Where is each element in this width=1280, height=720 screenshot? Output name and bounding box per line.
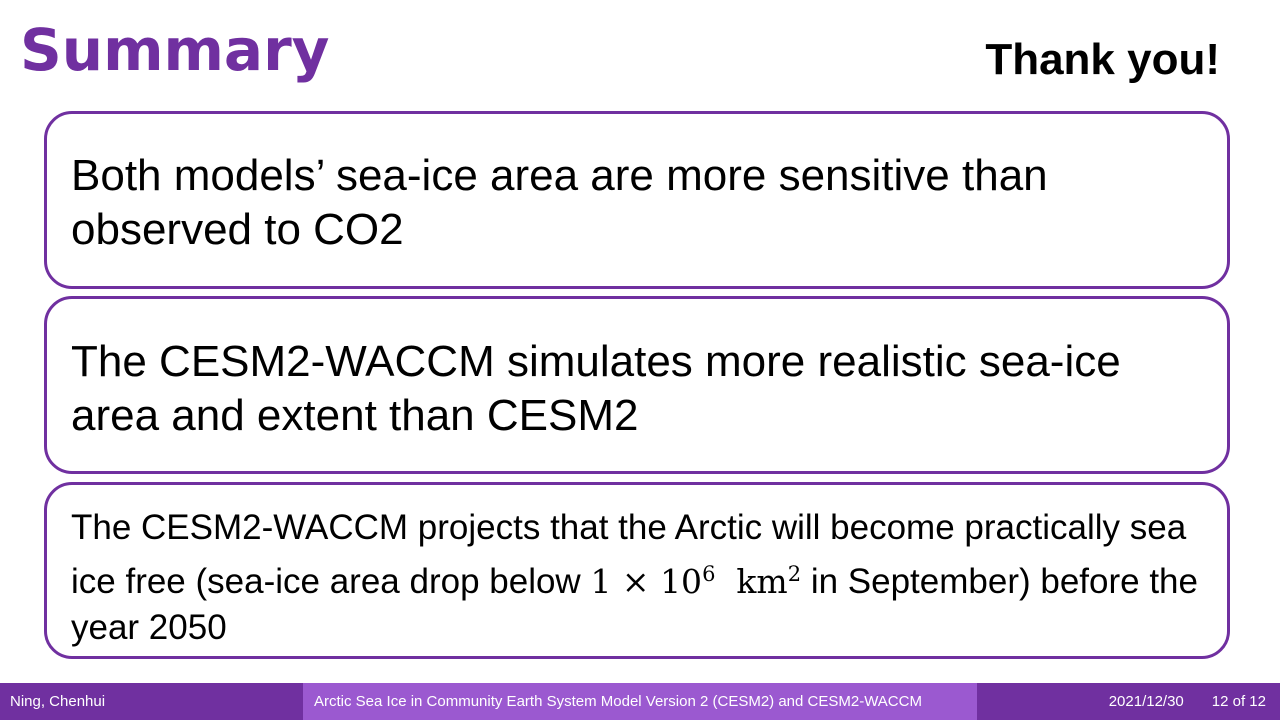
slide-title: Summary	[20, 16, 330, 84]
talk-title: Arctic Sea Ice in Community Earth System…	[314, 693, 922, 710]
summary-box-3: The CESM2-WACCM projects that the Arctic…	[44, 482, 1230, 659]
summary-point-3: The CESM2-WACCM projects that the Arctic…	[71, 505, 1207, 651]
footer-author: Ning, Chenhui	[0, 683, 303, 720]
footer-title: Arctic Sea Ice in Community Earth System…	[303, 683, 977, 720]
math-unit: km	[736, 562, 788, 601]
page-number: 12 of 12	[1211, 693, 1266, 710]
footer-date: 2021/12/30	[1108, 693, 1184, 710]
math-base: 1 × 10	[590, 562, 703, 601]
summary-box-2: The CESM2-WACCM simulates more realistic…	[44, 296, 1230, 474]
point-3-text-before: The CESM2-WACCM projects that the Arctic…	[71, 508, 1187, 601]
author-name: Ning, Chenhui	[10, 693, 106, 710]
math-exponent: 6	[702, 562, 716, 586]
math-expression: 1 × 106 km2	[590, 562, 801, 601]
summary-box-1: Both models’ sea-ice area are more sensi…	[44, 111, 1230, 289]
footer-bar: Ning, Chenhui Arctic Sea Ice in Communit…	[0, 683, 1280, 720]
thank-you-text: Thank you!	[985, 35, 1220, 84]
footer-meta: 2021/12/30 12 of 12	[977, 683, 1280, 720]
summary-point-2: The CESM2-WACCM simulates more realistic…	[71, 337, 1121, 440]
point-3-text-after: in September) before the year 2050	[71, 562, 1198, 647]
math-unit-exponent: 2	[787, 562, 802, 586]
summary-point-1: Both models’ sea-ice area are more sensi…	[71, 151, 1048, 254]
